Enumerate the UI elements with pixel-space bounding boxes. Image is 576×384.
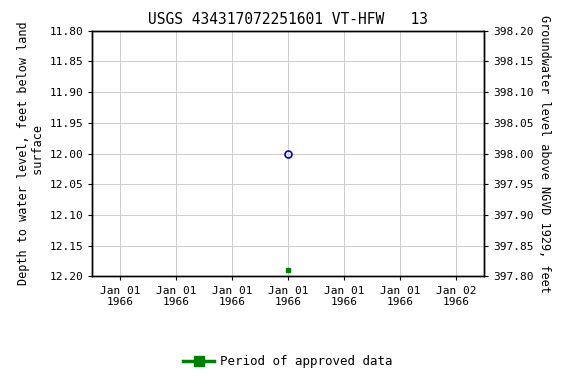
Y-axis label: Groundwater level above NGVD 1929, feet: Groundwater level above NGVD 1929, feet xyxy=(537,15,551,293)
Title: USGS 434317072251601 VT-HFW   13: USGS 434317072251601 VT-HFW 13 xyxy=(148,12,428,27)
Y-axis label: Depth to water level, feet below land
 surface: Depth to water level, feet below land su… xyxy=(17,22,45,285)
Legend: Period of approved data: Period of approved data xyxy=(178,351,398,374)
